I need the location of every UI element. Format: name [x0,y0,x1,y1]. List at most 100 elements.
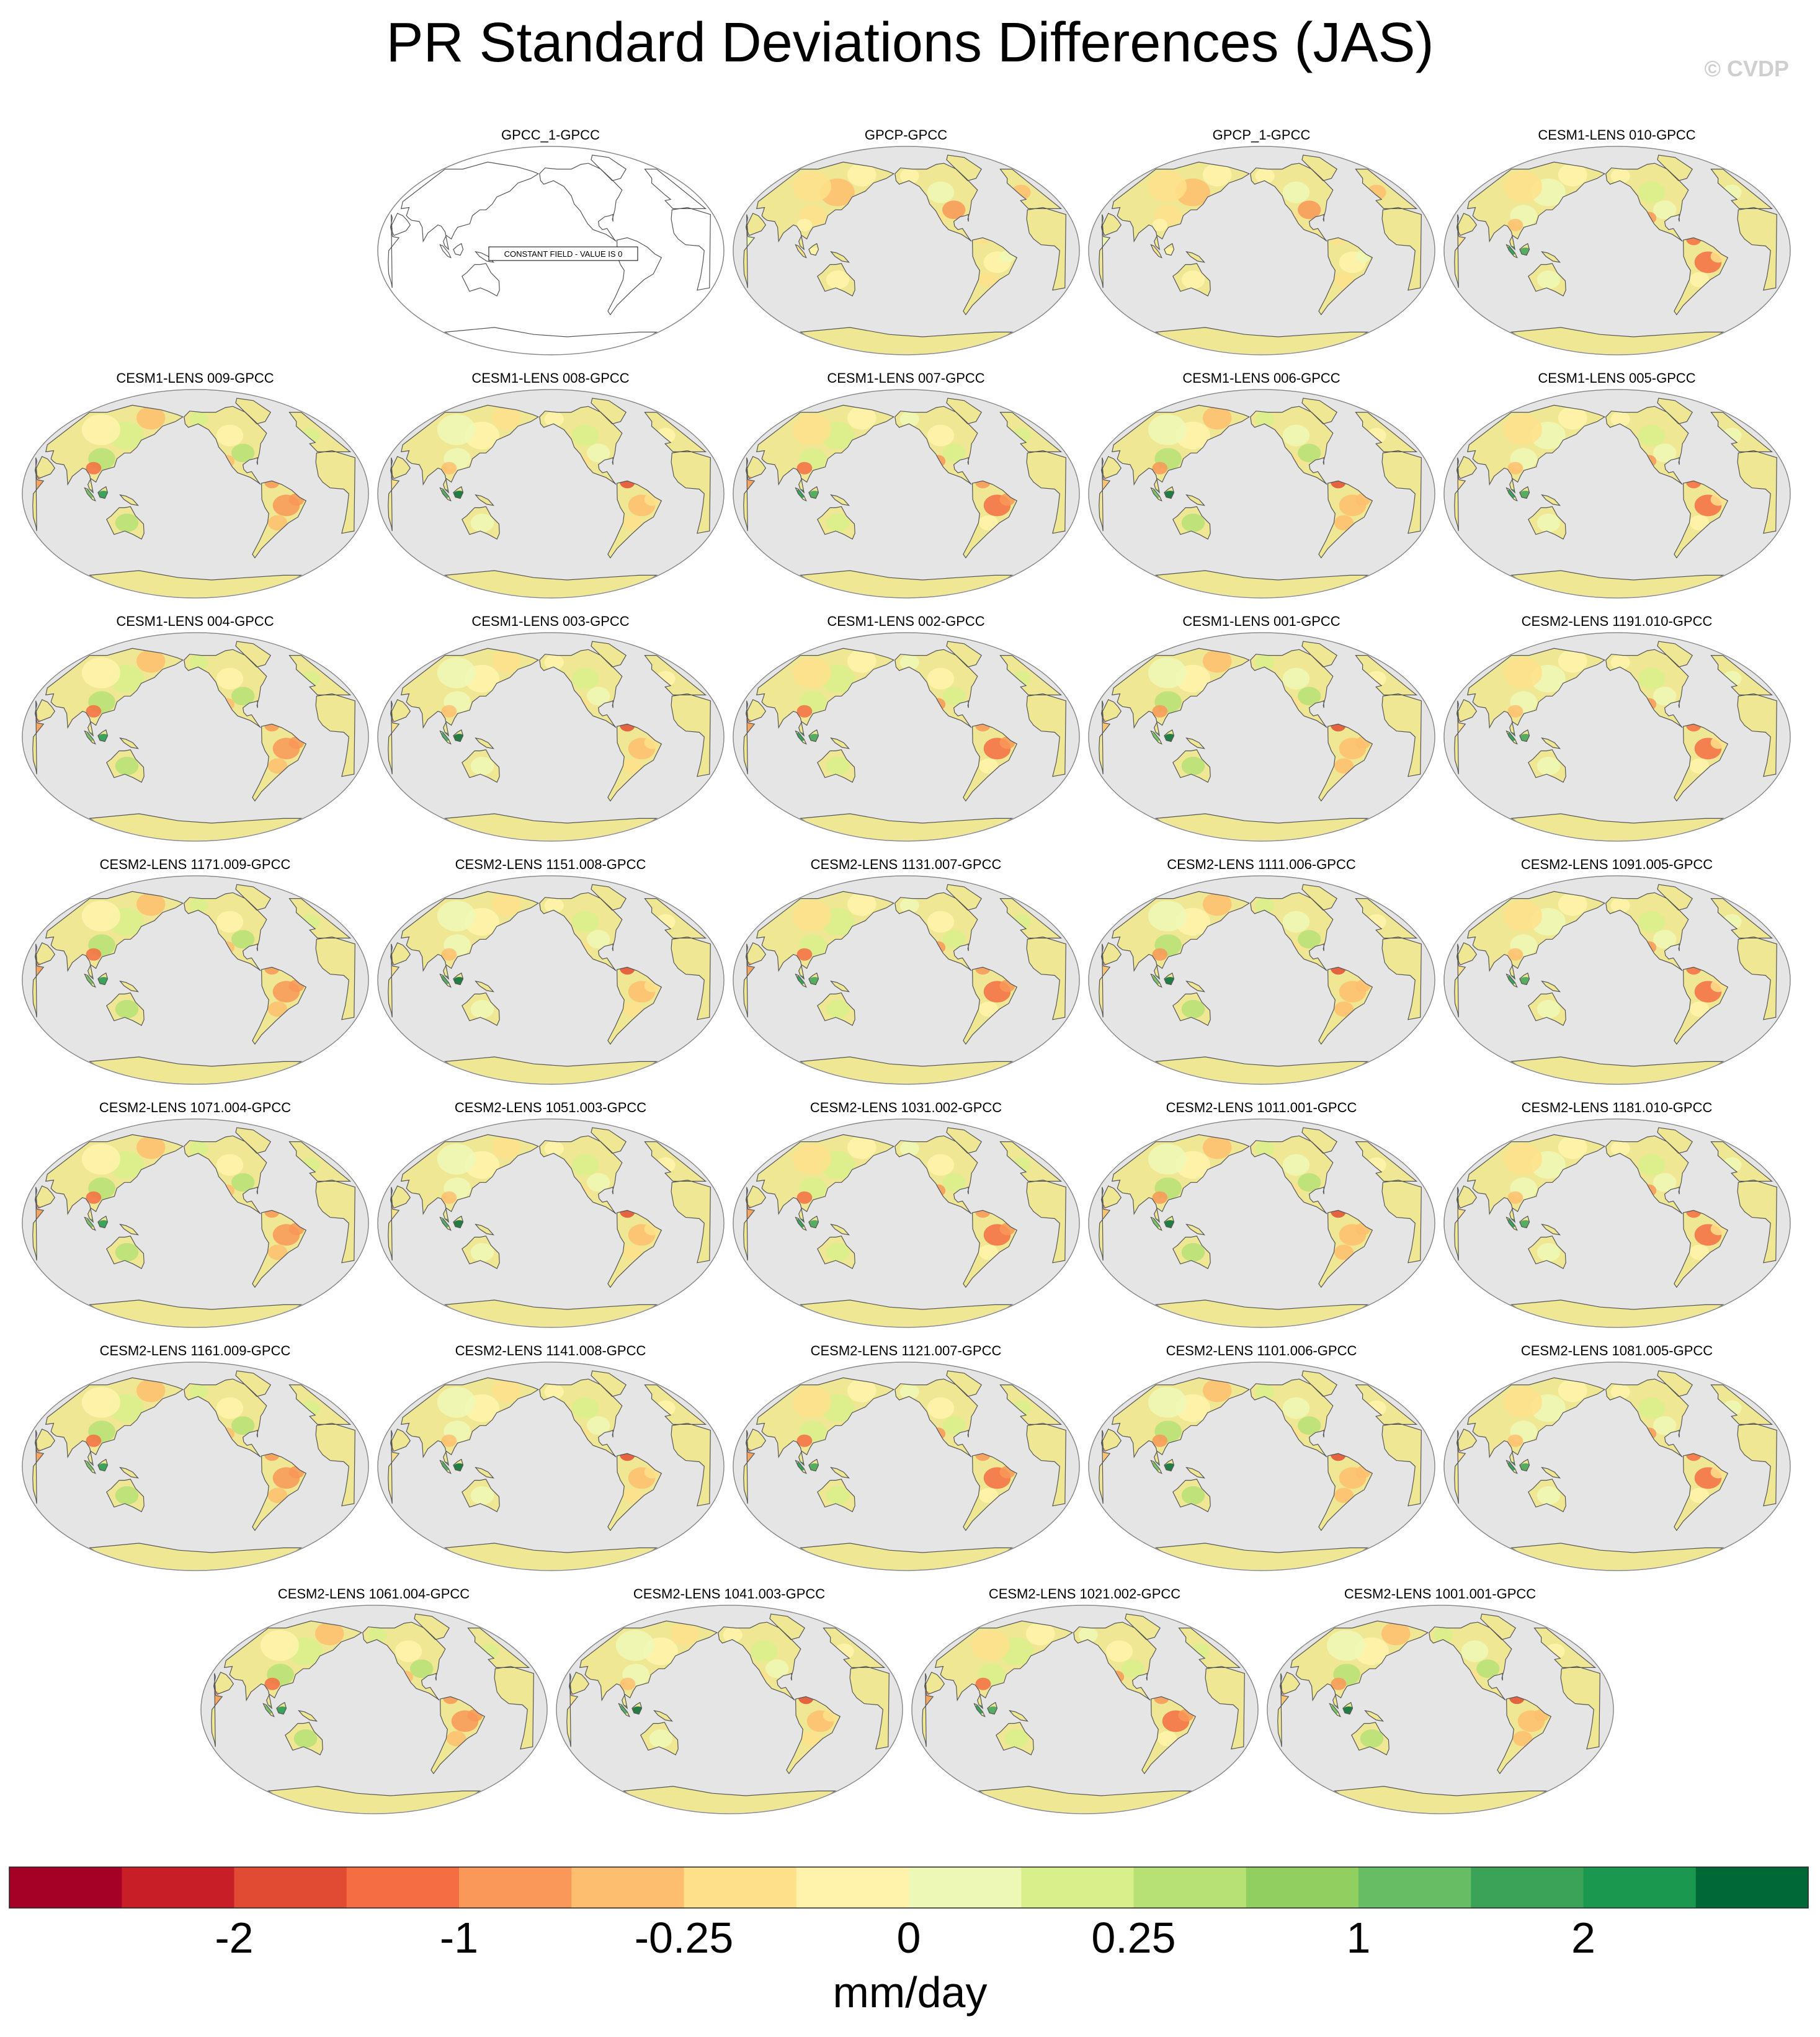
coastline [1111,404,1250,494]
coastline [1656,1127,1693,1154]
coastline [962,480,1017,559]
anomaly-patch [136,893,165,916]
map-panel-title: CESM1-LENS 004-GPCC [116,613,274,629]
anomaly-patch [1255,411,1275,427]
map-panel: CESM1-LENS 005-GPCC [1442,370,1792,600]
colorbar-segment [1246,1867,1359,1908]
anomaly-patch [623,1001,643,1017]
map-globe [21,632,369,842]
coastline [474,737,494,749]
map-panel: CESM1-LENS 008-GPCC [375,370,726,600]
coastline [643,412,707,452]
coastline [413,1613,450,1640]
colorbar-segment [459,1867,572,1908]
anomaly-patch [115,514,138,532]
coastline [1172,506,1211,540]
anomaly-patch [409,1659,433,1678]
map-panel: CESM2-LENS 1111.006-GPCC [1086,857,1437,1086]
coastline [452,729,463,742]
anomaly-patch [1653,930,1676,949]
coastline [799,570,1014,597]
map-panel-title: CESM2-LENS 1111.006-GPCC [1167,857,1356,872]
anomaly-patch [796,1434,812,1447]
map-panel: GPCP-GPCC [731,127,1081,357]
anomaly-patch [544,1384,564,1400]
coastline [35,1185,55,1209]
coastline [105,506,145,540]
map-globe: CONSTANT FIELD - VALUE IS 0 [377,146,725,355]
anomaly-patch [1297,1173,1321,1192]
anomaly-patch [1334,758,1354,774]
anomaly-patch [1503,900,1542,932]
coastline [1111,891,1250,980]
map-panel-title: CESM2-LENS 1031.002-GPCC [810,1100,1002,1115]
coastline [799,1543,1014,1570]
coastline [391,699,411,723]
coastline [1381,1179,1422,1264]
map-globe [377,1362,725,1571]
anomaly-patch [86,1191,101,1204]
anomaly-patch [1004,1729,1028,1748]
coastline [1185,494,1205,506]
anomaly-patch [437,1386,476,1418]
globe-outline [732,389,1080,599]
map-globe [21,1362,369,1571]
globe-outline [1443,1118,1791,1328]
coastline [743,1187,755,1261]
anomaly-patch [1503,657,1542,689]
anomaly-patch [975,1677,991,1690]
coastline [1163,972,1174,986]
map-panel: CESM1-LENS 006-GPCC [1086,370,1437,600]
coastline [746,699,766,723]
coastline [474,1223,494,1236]
coastline [1381,1422,1422,1507]
coastline [1519,1215,1530,1229]
anomaly-patch [571,911,599,933]
map-globe [1443,632,1791,842]
coastline [444,1299,658,1327]
anomaly-patch [136,1379,165,1402]
anomaly-patch [1689,1244,1709,1260]
coastline [1510,327,1724,354]
coastline [1102,942,1122,966]
coastline [314,450,355,534]
map-panel-title: CESM1-LENS 010-GPCC [1538,127,1696,143]
coastline [1102,1429,1122,1452]
coastline [816,992,855,1027]
anomaly-patch [1152,218,1167,231]
anomaly-patch [1105,1640,1133,1662]
anomaly-patch [899,898,919,914]
coastline [1505,244,1518,259]
anomaly-patch [446,1731,466,1747]
anomaly-patch [1181,1486,1205,1505]
globe-outline [1087,875,1435,1085]
coastline [1277,1673,1289,1747]
coastline [756,1377,894,1466]
coastline [1540,494,1561,506]
anomaly-patch [437,414,476,445]
coastline [223,1620,362,1709]
coastline [1710,412,1773,452]
coastline [743,214,755,288]
coastline [769,1613,805,1640]
anomaly-patch [1148,171,1187,202]
colorbar-segment [1695,1867,1809,1908]
coastline [1025,207,1066,291]
coastline [439,487,452,502]
anomaly-patch [586,687,610,706]
coastline [1381,207,1422,291]
coastline [387,1430,399,1504]
coastline [1527,263,1566,297]
map-globe [377,1118,725,1328]
anomaly-patch [847,893,876,916]
map-panel-title: GPCC_1-GPCC [501,127,600,143]
anomaly-patch [1297,1416,1321,1435]
anomaly-patch [1152,948,1167,961]
anomaly-patch [942,687,965,706]
globe-outline [377,146,725,355]
anomaly-patch [978,272,998,288]
coastline [743,700,755,775]
coastline [607,1210,662,1288]
anomaly-patch [1558,163,1587,187]
map-panel: CESM2-LENS 1161.009-GPCC [20,1343,370,1572]
